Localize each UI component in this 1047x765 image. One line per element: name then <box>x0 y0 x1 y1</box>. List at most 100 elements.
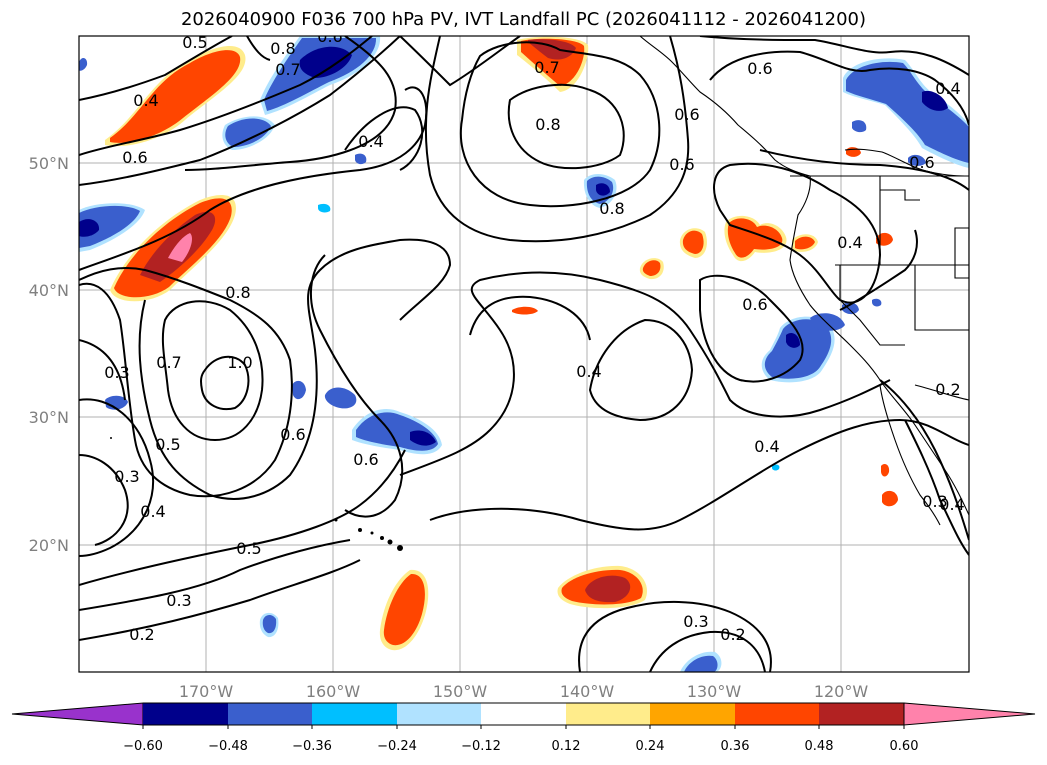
contour-labels: 0.4 0.6 0.8 0.7 0.6 0.5 0.4 0.7 0.8 0.6 … <box>104 27 964 644</box>
negative-blob-northeast <box>843 58 969 168</box>
lat-label-40n: 40°N <box>29 281 69 300</box>
island-hawaii <box>397 545 403 551</box>
border-us-mexico <box>914 384 969 401</box>
map-frame <box>78 35 970 673</box>
negative-blob-center <box>292 153 617 455</box>
colorbar-tick-label: 0.36 <box>721 739 750 754</box>
contour-0.6-coast <box>713 162 882 304</box>
contour-0.6-arc <box>184 36 397 171</box>
contour-0.6-north-low <box>459 41 661 208</box>
contour-0.3-south <box>79 539 351 611</box>
contour-0.4-west <box>79 398 155 557</box>
contour-0.4-ne <box>699 36 969 76</box>
state-border-3 <box>914 265 969 331</box>
contour-label: 0.8 <box>535 115 560 134</box>
contour-0.6-center <box>138 238 452 500</box>
contour-label: 0.3 <box>114 467 139 486</box>
contour-0.4-ring <box>588 318 694 422</box>
contour-0.6-offshore <box>699 274 804 383</box>
contour-label: 0.4 <box>754 437 779 456</box>
islands <box>110 437 403 551</box>
colorbar-tick-label: 0.60 <box>890 739 919 754</box>
contour-label: 0.6 <box>747 59 772 78</box>
contour-label: 0.8 <box>270 39 295 58</box>
contour-0.8-north <box>507 83 625 170</box>
state-border-4 <box>880 189 920 201</box>
contour-label: 0.5 <box>155 435 180 454</box>
contour-0.4-north <box>344 106 424 171</box>
contour-0.4-central <box>399 271 891 476</box>
contour-label: 0.4 <box>935 79 960 98</box>
contour-label: 0.3 <box>166 591 191 610</box>
negative-blob-south <box>259 612 722 672</box>
colorbar-segment <box>566 703 650 725</box>
contour-0.4-south <box>429 418 969 531</box>
contour-label: 0.7 <box>156 353 181 372</box>
lon-label-170w: 170°W <box>179 682 234 701</box>
contour-label: 0.3 <box>922 492 947 511</box>
contour-0.4-nw <box>79 36 233 101</box>
contour-0.7-top <box>399 36 521 87</box>
latitude-labels: 50°N 40°N 30°N 20°N <box>29 154 69 555</box>
colorbar-tick-label: −0.48 <box>208 739 248 754</box>
contour-0.5-south <box>79 449 406 586</box>
longitude-labels: 170°W 160°W 150°W 140°W 130°W 120°W <box>179 682 869 701</box>
coastline-us-mexico <box>789 175 969 516</box>
pv-contours <box>79 36 969 672</box>
lon-label-140w: 140°W <box>560 682 615 701</box>
negative-blob-west <box>79 58 145 410</box>
map-background <box>79 36 969 672</box>
colorbar: −0.60 −0.48 −0.36 −0.24 −0.12 0.12 0.24 … <box>11 702 1036 754</box>
contour-label: 0.8 <box>225 283 250 302</box>
contour-label: 0.2 <box>129 625 154 644</box>
positive-blob-south <box>379 565 648 651</box>
colorbar-extend-max <box>903 702 1036 726</box>
lat-label-50n: 50°N <box>29 154 69 173</box>
contour-label: 0.4 <box>939 495 964 514</box>
colorbar-segment <box>397 703 481 725</box>
contour-0.7-west <box>79 267 293 498</box>
lat-label-30n: 30°N <box>29 408 69 427</box>
positive-blob-45n <box>110 195 236 302</box>
lon-label-120w: 120°W <box>814 682 869 701</box>
contour-label: 0.6 <box>353 450 378 469</box>
contour-0.8-west <box>161 300 264 442</box>
colorbar-tick-label: 0.24 <box>636 739 665 754</box>
positive-blob-northwest <box>105 45 246 147</box>
contour-label: 0.6 <box>669 155 694 174</box>
colorbar-segment <box>819 703 904 725</box>
contour-0.3-edge <box>79 339 126 401</box>
colorbar-tick-label: 0.12 <box>552 739 581 754</box>
state-box <box>954 227 969 279</box>
contour-label: 0.6 <box>742 295 767 314</box>
colorbar-segment <box>312 703 397 725</box>
contour-label: 0.6 <box>280 425 305 444</box>
contour-label: 0.6 <box>317 27 342 46</box>
island-oahu <box>370 531 374 535</box>
island-small-1 <box>110 437 112 439</box>
colorbar-segment <box>228 703 312 725</box>
lat-label-20n: 20°N <box>29 536 69 555</box>
colorbar-tick-label: −0.60 <box>123 739 163 754</box>
colorbar-ticks <box>142 725 905 729</box>
colorbar-segment <box>650 703 735 725</box>
colorbar-segment <box>481 703 566 725</box>
contour-0.3-west <box>79 454 129 546</box>
lon-label-150w: 150°W <box>433 682 488 701</box>
colorbar-segment <box>735 703 819 725</box>
lon-label-130w: 130°W <box>687 682 742 701</box>
contour-0.2-south-east <box>649 630 766 672</box>
state-border-ca <box>839 265 905 346</box>
contour-label: 0.5 <box>236 539 261 558</box>
island-maui <box>387 539 393 545</box>
contour-0.6-center2 <box>309 254 404 518</box>
contour-label: 0.7 <box>275 60 300 79</box>
contour-label: 0.8 <box>599 199 624 218</box>
colorbar-tick-label: −0.24 <box>377 739 417 754</box>
contour-label: 0.6 <box>909 153 934 172</box>
contour-0.2-east <box>879 379 969 541</box>
contour-label: 0.2 <box>935 380 960 399</box>
contour-1.0 <box>200 355 250 410</box>
contour-label: 0.2 <box>720 625 745 644</box>
